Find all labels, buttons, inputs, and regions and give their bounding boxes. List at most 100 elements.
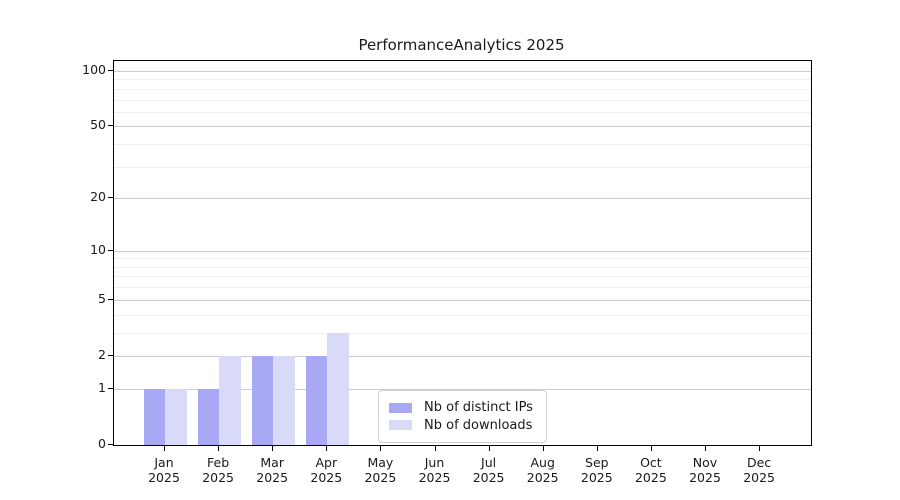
bar [219, 355, 241, 445]
bar [305, 355, 328, 445]
x-tick-label: Aug 2025 [513, 455, 573, 485]
y-tick-label: 5 [98, 290, 106, 306]
y-tick-label: 0 [98, 436, 106, 451]
x-tick-mark [650, 445, 652, 451]
x-tick-label: Apr 2025 [296, 455, 356, 485]
x-tick-label-line: 2025 [634, 470, 667, 485]
x-tick-mark [164, 445, 165, 451]
x-tick-label-line: Jul [481, 455, 497, 470]
gridline-major [114, 71, 811, 72]
gridline-major [114, 198, 811, 200]
x-tick-label-line: 2025 [202, 470, 234, 485]
gridline-minor [114, 314, 811, 316]
bar [273, 355, 295, 445]
x-tick-mark [488, 445, 490, 451]
gridline-major [114, 250, 811, 252]
bar [251, 355, 274, 445]
legend-row: Nb of distinct IPs [389, 400, 533, 416]
gridline-minor [114, 144, 811, 146]
gridline-major [114, 388, 811, 390]
x-tick-label-line: 2025 [526, 470, 559, 485]
y-tick-mark [108, 387, 113, 389]
x-tick-mark [596, 445, 598, 451]
x-tick-mark [380, 445, 382, 451]
gridline-minor [114, 79, 811, 81]
x-tick-label-line: 2025 [310, 470, 343, 485]
y-tick-mark [108, 125, 113, 127]
x-tick-label-line: 2025 [472, 470, 505, 485]
bar [197, 388, 220, 445]
x-tick-label-line: 2025 [580, 470, 613, 485]
x-tick-label-line: Nov [692, 455, 718, 470]
x-tick-label-line: Oct [640, 455, 662, 470]
x-tick-mark [434, 445, 436, 451]
x-tick-label-line: Feb [207, 455, 230, 470]
x-tick-label: Mar 2025 [242, 455, 302, 485]
y-tick-mark [108, 354, 113, 356]
y-tick-label: 20 [90, 189, 106, 205]
x-tick-mark [326, 445, 328, 451]
y-tick-mark [108, 298, 113, 300]
legend-row: Nb of downloads [389, 417, 533, 433]
legend-swatch [389, 402, 412, 413]
y-tick-label: 2 [98, 346, 106, 362]
legend-label: Nb of downloads [424, 417, 533, 433]
x-tick-label-line: Sep [585, 455, 609, 470]
x-tick-label-line: 2025 [743, 470, 775, 485]
x-tick-label: Dec 2025 [729, 455, 789, 485]
y-tick-mark [108, 70, 113, 71]
gridline-major [114, 299, 811, 301]
x-tick-mark [759, 445, 761, 451]
gridline-minor [114, 99, 811, 101]
x-tick-label-line: Aug [530, 455, 555, 470]
x-tick-label: Feb 2025 [188, 455, 248, 485]
gridline-minor [114, 266, 811, 268]
gridline-minor [114, 166, 811, 168]
bar [143, 388, 165, 445]
x-tick-label: Jun 2025 [405, 455, 465, 485]
gridline-minor [114, 287, 811, 289]
gridline-minor [114, 258, 811, 260]
x-tick-label-line: Dec [746, 455, 772, 470]
x-tick-label: Jul 2025 [459, 455, 519, 485]
x-tick-mark [272, 445, 274, 451]
legend-label: Nb of distinct IPs [424, 400, 533, 415]
x-tick-mark [705, 445, 706, 451]
y-tick-mark [108, 197, 113, 199]
gridline-major [114, 126, 811, 128]
gridline-minor [114, 332, 811, 334]
x-tick-label-line: Jun [424, 455, 445, 470]
y-tick-mark [108, 444, 113, 445]
plot-area [113, 60, 812, 446]
bar [327, 332, 349, 445]
y-tick-label: 100 [82, 62, 106, 77]
y-tick-label: 1 [98, 379, 106, 395]
x-tick-label: May 2025 [350, 455, 410, 485]
chart-title: PerformanceAnalytics 2025 [358, 36, 565, 54]
x-tick-label-line: 2025 [256, 470, 289, 485]
legend-swatch [389, 420, 412, 430]
x-tick-label-line: Apr [315, 455, 338, 470]
x-tick-label-line: Mar [260, 455, 284, 470]
x-tick-label-line: May [367, 455, 394, 470]
x-tick-label-line: 2025 [148, 470, 180, 485]
x-tick-label: Oct 2025 [621, 455, 681, 485]
x-tick-label: Jan 2025 [134, 455, 194, 485]
y-tick-label: 10 [90, 241, 106, 257]
y-tick-label: 50 [90, 117, 106, 133]
x-tick-mark [218, 445, 220, 451]
gridline-minor [114, 88, 811, 90]
legend: Nb of distinct IPs Nb of downloads [378, 390, 547, 443]
x-tick-label: Sep 2025 [567, 455, 627, 485]
x-tick-label-line: 2025 [364, 470, 397, 485]
y-tick-mark [108, 249, 113, 251]
gridline-minor [114, 111, 811, 113]
gridline-minor [114, 276, 811, 278]
x-tick-label-line: 2025 [418, 470, 451, 485]
gridline-major [114, 355, 811, 357]
x-tick-label-line: Jan [154, 455, 174, 470]
x-tick-label: Nov 2025 [675, 455, 735, 485]
x-tick-mark [542, 445, 544, 451]
bar [165, 388, 187, 445]
